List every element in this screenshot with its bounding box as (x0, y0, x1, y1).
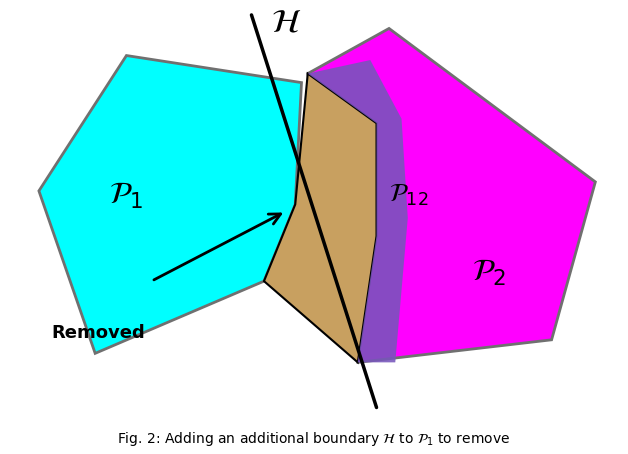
Polygon shape (39, 55, 301, 353)
Polygon shape (308, 60, 408, 362)
Text: Removed: Removed (51, 324, 145, 342)
Polygon shape (308, 29, 595, 362)
Text: $\mathcal{H}$: $\mathcal{H}$ (271, 8, 301, 40)
Text: $\mathcal{P}_2$: $\mathcal{P}_2$ (472, 257, 506, 288)
Polygon shape (264, 74, 377, 362)
Text: Fig. 2: Adding an additional boundary $\mathcal{H}$ to $\mathcal{P}_1$ to remove: Fig. 2: Adding an additional boundary $\… (117, 430, 511, 448)
Text: $\mathcal{P}_{12}$: $\mathcal{P}_{12}$ (389, 183, 428, 208)
Text: $\mathcal{P}_1$: $\mathcal{P}_1$ (109, 180, 144, 211)
